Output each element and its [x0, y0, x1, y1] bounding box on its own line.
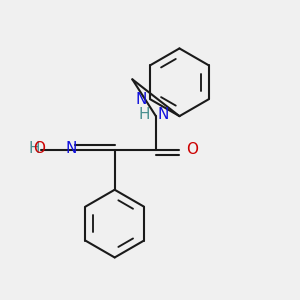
Text: N: N: [158, 107, 169, 122]
Text: N: N: [65, 141, 76, 156]
Text: O: O: [33, 141, 45, 156]
Text: N: N: [136, 92, 147, 107]
Text: H: H: [139, 107, 150, 122]
Text: O: O: [186, 142, 198, 158]
Text: H: H: [28, 141, 40, 156]
